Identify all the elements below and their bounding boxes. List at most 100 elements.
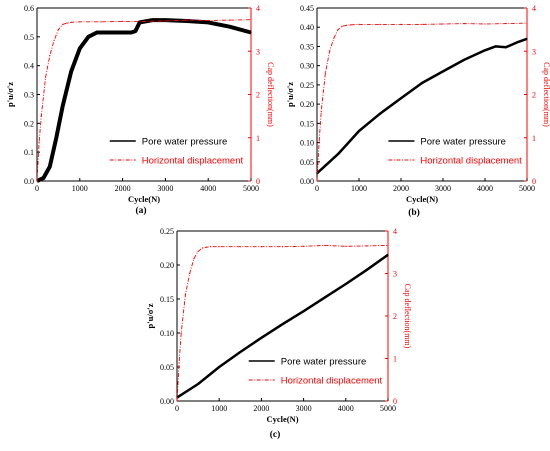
legend-label: Pore water pressure — [420, 137, 506, 148]
data-point — [387, 254, 389, 256]
data-point — [379, 113, 381, 115]
chart-panel-3: 0 1000 2000 3000 4000 5000 0.00 0.05 0.10 0.15 0.2… — [145, 227, 412, 440]
data-point — [463, 23, 465, 25]
data-point — [139, 21, 141, 23]
legend-label: Pore water pressure — [281, 357, 367, 368]
x-tick-label: 4000 — [477, 184, 493, 193]
data-point — [400, 23, 402, 25]
data-point — [345, 24, 347, 26]
y2-tick-label: 3 — [532, 47, 536, 56]
y-axis-label: p'u/σ'z — [145, 303, 155, 328]
data-point — [526, 22, 528, 24]
data-point — [53, 39, 55, 42]
data-point — [207, 21, 209, 23]
y2-tick-label: 0 — [532, 177, 536, 186]
data-point — [36, 180, 38, 182]
x-tick-label: 2000 — [115, 184, 131, 193]
data-point — [421, 23, 423, 25]
data-point — [38, 141, 40, 143]
x-tick-label: 1000 — [351, 184, 367, 193]
y2-tick-label: 0 — [393, 397, 397, 406]
y-tick-label: 0.1 — [24, 148, 34, 157]
data-point — [143, 20, 145, 22]
data-point — [96, 31, 98, 34]
data-point — [218, 366, 220, 368]
data-point — [442, 23, 444, 25]
data-point — [152, 19, 154, 21]
data-point — [70, 70, 72, 72]
data-point — [239, 246, 241, 248]
y2-tick-label: 1 — [256, 134, 260, 143]
y2-tick-label: 1 — [532, 134, 536, 143]
data-point — [324, 72, 326, 74]
data-point — [366, 269, 368, 271]
y2-tick-label: 4 — [256, 4, 260, 13]
x-tick-label: 3000 — [296, 404, 312, 413]
x-tick-label: 3000 — [157, 184, 173, 193]
data-point — [40, 115, 42, 117]
y2-axis-label: Cap deflection(mm) — [542, 62, 550, 127]
data-point — [229, 19, 231, 21]
data-point — [186, 20, 188, 22]
panel-caption: (a) — [135, 205, 146, 216]
data-point — [55, 137, 57, 139]
data-point — [205, 246, 208, 248]
data-point — [345, 245, 347, 247]
y-tick-label: 0.25 — [160, 227, 174, 236]
data-point — [164, 19, 166, 21]
data-point — [463, 59, 465, 61]
data-point — [49, 166, 51, 168]
y-tick-label: 0.10 — [160, 329, 174, 338]
x-tick-label: 0 — [315, 184, 319, 193]
data-point — [87, 36, 89, 38]
y-tick-label: 0.4 — [24, 62, 34, 71]
y-tick-label: 0.05 — [300, 158, 314, 167]
data-point — [79, 21, 81, 23]
y-tick-label: 0.00 — [160, 397, 174, 406]
y2-tick-label: 4 — [532, 4, 536, 13]
data-point — [62, 105, 64, 107]
data-point — [358, 130, 360, 132]
y-tick-label: 0.25 — [300, 81, 314, 90]
y2-tick-label: 4 — [393, 227, 397, 236]
y-tick-label: 0.5 — [24, 33, 34, 42]
x-axis-label: Cycle(N) — [266, 414, 298, 424]
data-point — [379, 23, 381, 25]
y2-tick-label: 3 — [393, 270, 397, 279]
y2-tick-label: 2 — [393, 312, 397, 321]
data-point — [326, 163, 329, 165]
y-tick-label: 0.15 — [160, 295, 174, 304]
y2-axis-label: Cap deflection(mm) — [266, 62, 275, 127]
x-tick-label: 5000 — [243, 184, 259, 193]
data-point — [281, 323, 284, 325]
y-tick-label: 0.20 — [160, 261, 174, 270]
data-point — [113, 31, 115, 34]
data-point — [324, 244, 326, 246]
x-tick-label: 4000 — [200, 184, 216, 193]
data-point — [122, 31, 124, 34]
data-point — [197, 250, 199, 252]
y-tick-label: 0.00 — [300, 177, 314, 186]
data-point — [207, 19, 209, 22]
y-tick-label: 0.35 — [300, 42, 314, 51]
y2-tick-label: 3 — [256, 47, 260, 56]
y-axis-label: p'u/σ'z — [285, 82, 295, 107]
data-point — [176, 400, 178, 402]
legend-label: Horizontal displacement — [142, 156, 244, 167]
data-point — [218, 246, 220, 248]
y-tick-label: 0.30 — [300, 62, 314, 71]
legend-label: Horizontal displacement — [420, 156, 522, 167]
data-point — [337, 29, 339, 31]
data-point — [210, 246, 212, 248]
data-point — [337, 153, 339, 155]
x-tick-label: 3000 — [435, 184, 451, 193]
x-axis-label: Cycle(N) — [406, 194, 438, 204]
data-point — [134, 30, 136, 32]
legend-label: Pore water pressure — [142, 137, 228, 148]
data-point — [442, 70, 444, 72]
chart-panel-2: 0 1000 2000 3000 4000 5000 0.00 0.05 0.10 0.15 0.2… — [285, 4, 550, 218]
data-point — [186, 19, 188, 21]
y-tick-label: 0.0 — [24, 177, 34, 186]
data-point — [70, 21, 72, 23]
